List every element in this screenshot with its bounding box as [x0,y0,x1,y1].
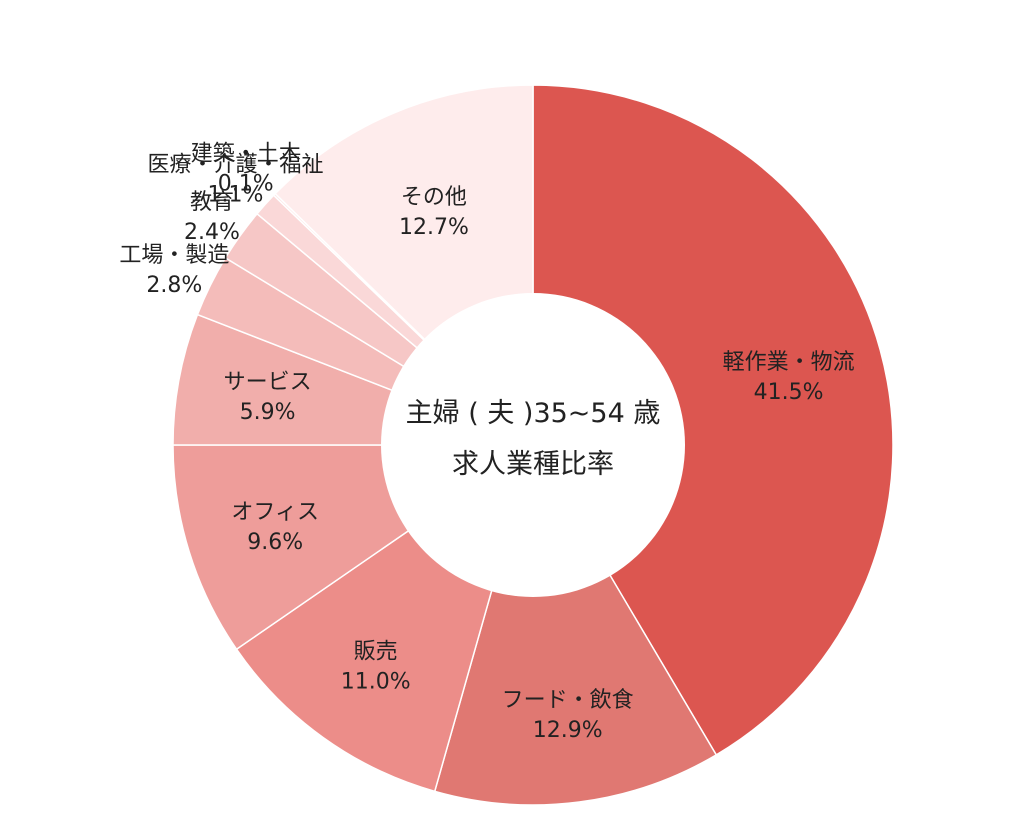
slice-label-name: 軽作業・物流 [723,350,855,375]
slice-labels: 軽作業・物流 41.5% フード・飲食 12.9% 販売 11.0% オフィス 9.6% サービ… [119,142,854,743]
slice-label-name: その他 [401,185,467,210]
slice-label-value: 1.1% [208,183,264,208]
slice-label-value: 11.0% [341,669,411,694]
slice-1 [532,84,894,756]
center-title-line2: 求人業種比率 [452,449,614,480]
slice-2 [433,443,718,806]
slice-label-value: 12.7% [399,215,469,240]
slice-label-name: 工場・製造 [119,243,229,268]
center-title-line1: 主婦 ( 夫 )35~54 歳 [406,398,661,429]
donut-hole [381,293,685,597]
slice-label-value: 5.9% [240,400,296,425]
slice-label-name: 医療・介護・福祉 [147,153,323,178]
slice-label-name: サービス [224,370,312,395]
slice-label-name: 建築・土木 [191,142,301,167]
slice-label-value: 0.1% [218,172,274,197]
slice-label-value: 2.4% [184,220,240,245]
slice-label-name: 教育 [190,190,234,215]
slice-label-name: 販売 [354,639,398,664]
slice-label-value: 12.9% [533,718,603,743]
slice-label-value: 9.6% [247,530,303,555]
slice-label-name: フード・飲食 [502,688,634,713]
slice-label-value: 2.8% [146,273,202,298]
slice-label-value: 41.5% [754,380,824,405]
slice-label-name: オフィス [231,500,319,525]
